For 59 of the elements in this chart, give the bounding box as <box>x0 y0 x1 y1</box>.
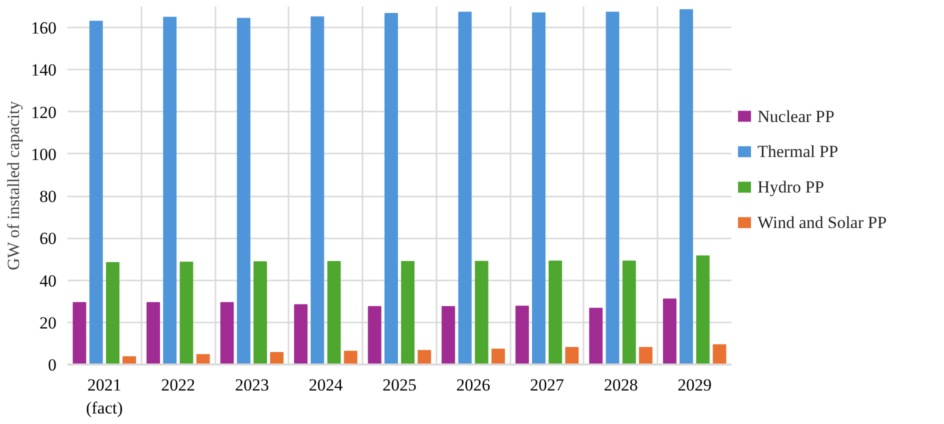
legend-label: Nuclear PP <box>758 106 834 126</box>
bar <box>401 261 415 364</box>
x-tick-label: 2027 <box>530 376 565 394</box>
bar <box>548 260 562 364</box>
bar <box>89 20 103 364</box>
x-tick-label: 2024 <box>308 376 344 394</box>
bar <box>606 12 620 364</box>
y-axis-title: GW of installed capacity <box>4 100 23 270</box>
y-tick-label: 140 <box>31 60 56 80</box>
bar <box>163 16 177 364</box>
bar <box>270 352 284 364</box>
x-tick-label: 2029 <box>678 376 712 394</box>
x-tick-label: 2025 <box>382 376 416 394</box>
legend-label: Wind and Solar PP <box>758 213 887 232</box>
y-tick-label: 40 <box>40 271 56 290</box>
bar <box>310 16 324 364</box>
bar <box>146 302 160 364</box>
legend-label: Thermal PP <box>758 142 838 162</box>
y-tick-label: 20 <box>40 313 56 332</box>
bar <box>220 302 234 364</box>
y-tick-label: 60 <box>40 229 56 248</box>
y-tick-label: 120 <box>31 102 56 122</box>
bar <box>565 346 579 364</box>
x-tick-label: 2028 <box>604 376 638 394</box>
y-tick-label: 160 <box>31 18 56 38</box>
bar <box>196 354 210 364</box>
bar <box>532 12 546 364</box>
bar <box>418 350 432 364</box>
bar <box>344 350 358 364</box>
bar <box>474 260 488 364</box>
bar <box>368 306 382 364</box>
bar <box>294 304 308 364</box>
bar <box>442 306 456 364</box>
bar <box>515 306 529 364</box>
bar <box>254 261 267 364</box>
bar <box>327 261 341 364</box>
bar <box>491 348 505 364</box>
x-tick-label: 2021 (fact) <box>86 376 123 418</box>
bar <box>180 262 194 364</box>
bar <box>639 346 652 364</box>
y-tick-label: 100 <box>31 144 56 164</box>
bar <box>106 262 120 364</box>
bar <box>680 9 694 364</box>
y-tick-label: 0 <box>48 356 56 374</box>
bar <box>384 12 398 364</box>
bar <box>622 260 636 364</box>
bar <box>236 18 250 364</box>
x-tick-label: 2023 <box>234 376 269 394</box>
x-tick-label: 2026 <box>456 376 490 394</box>
y-tick-label: 80 <box>40 187 56 206</box>
bar <box>589 308 603 364</box>
bar <box>696 255 710 364</box>
bar <box>122 356 136 364</box>
bar <box>72 302 86 364</box>
x-tick-label: 2022 <box>161 376 196 394</box>
bar <box>458 12 472 364</box>
legend-label: Hydro PP <box>758 178 824 197</box>
bar <box>662 298 676 364</box>
bar <box>712 344 726 364</box>
